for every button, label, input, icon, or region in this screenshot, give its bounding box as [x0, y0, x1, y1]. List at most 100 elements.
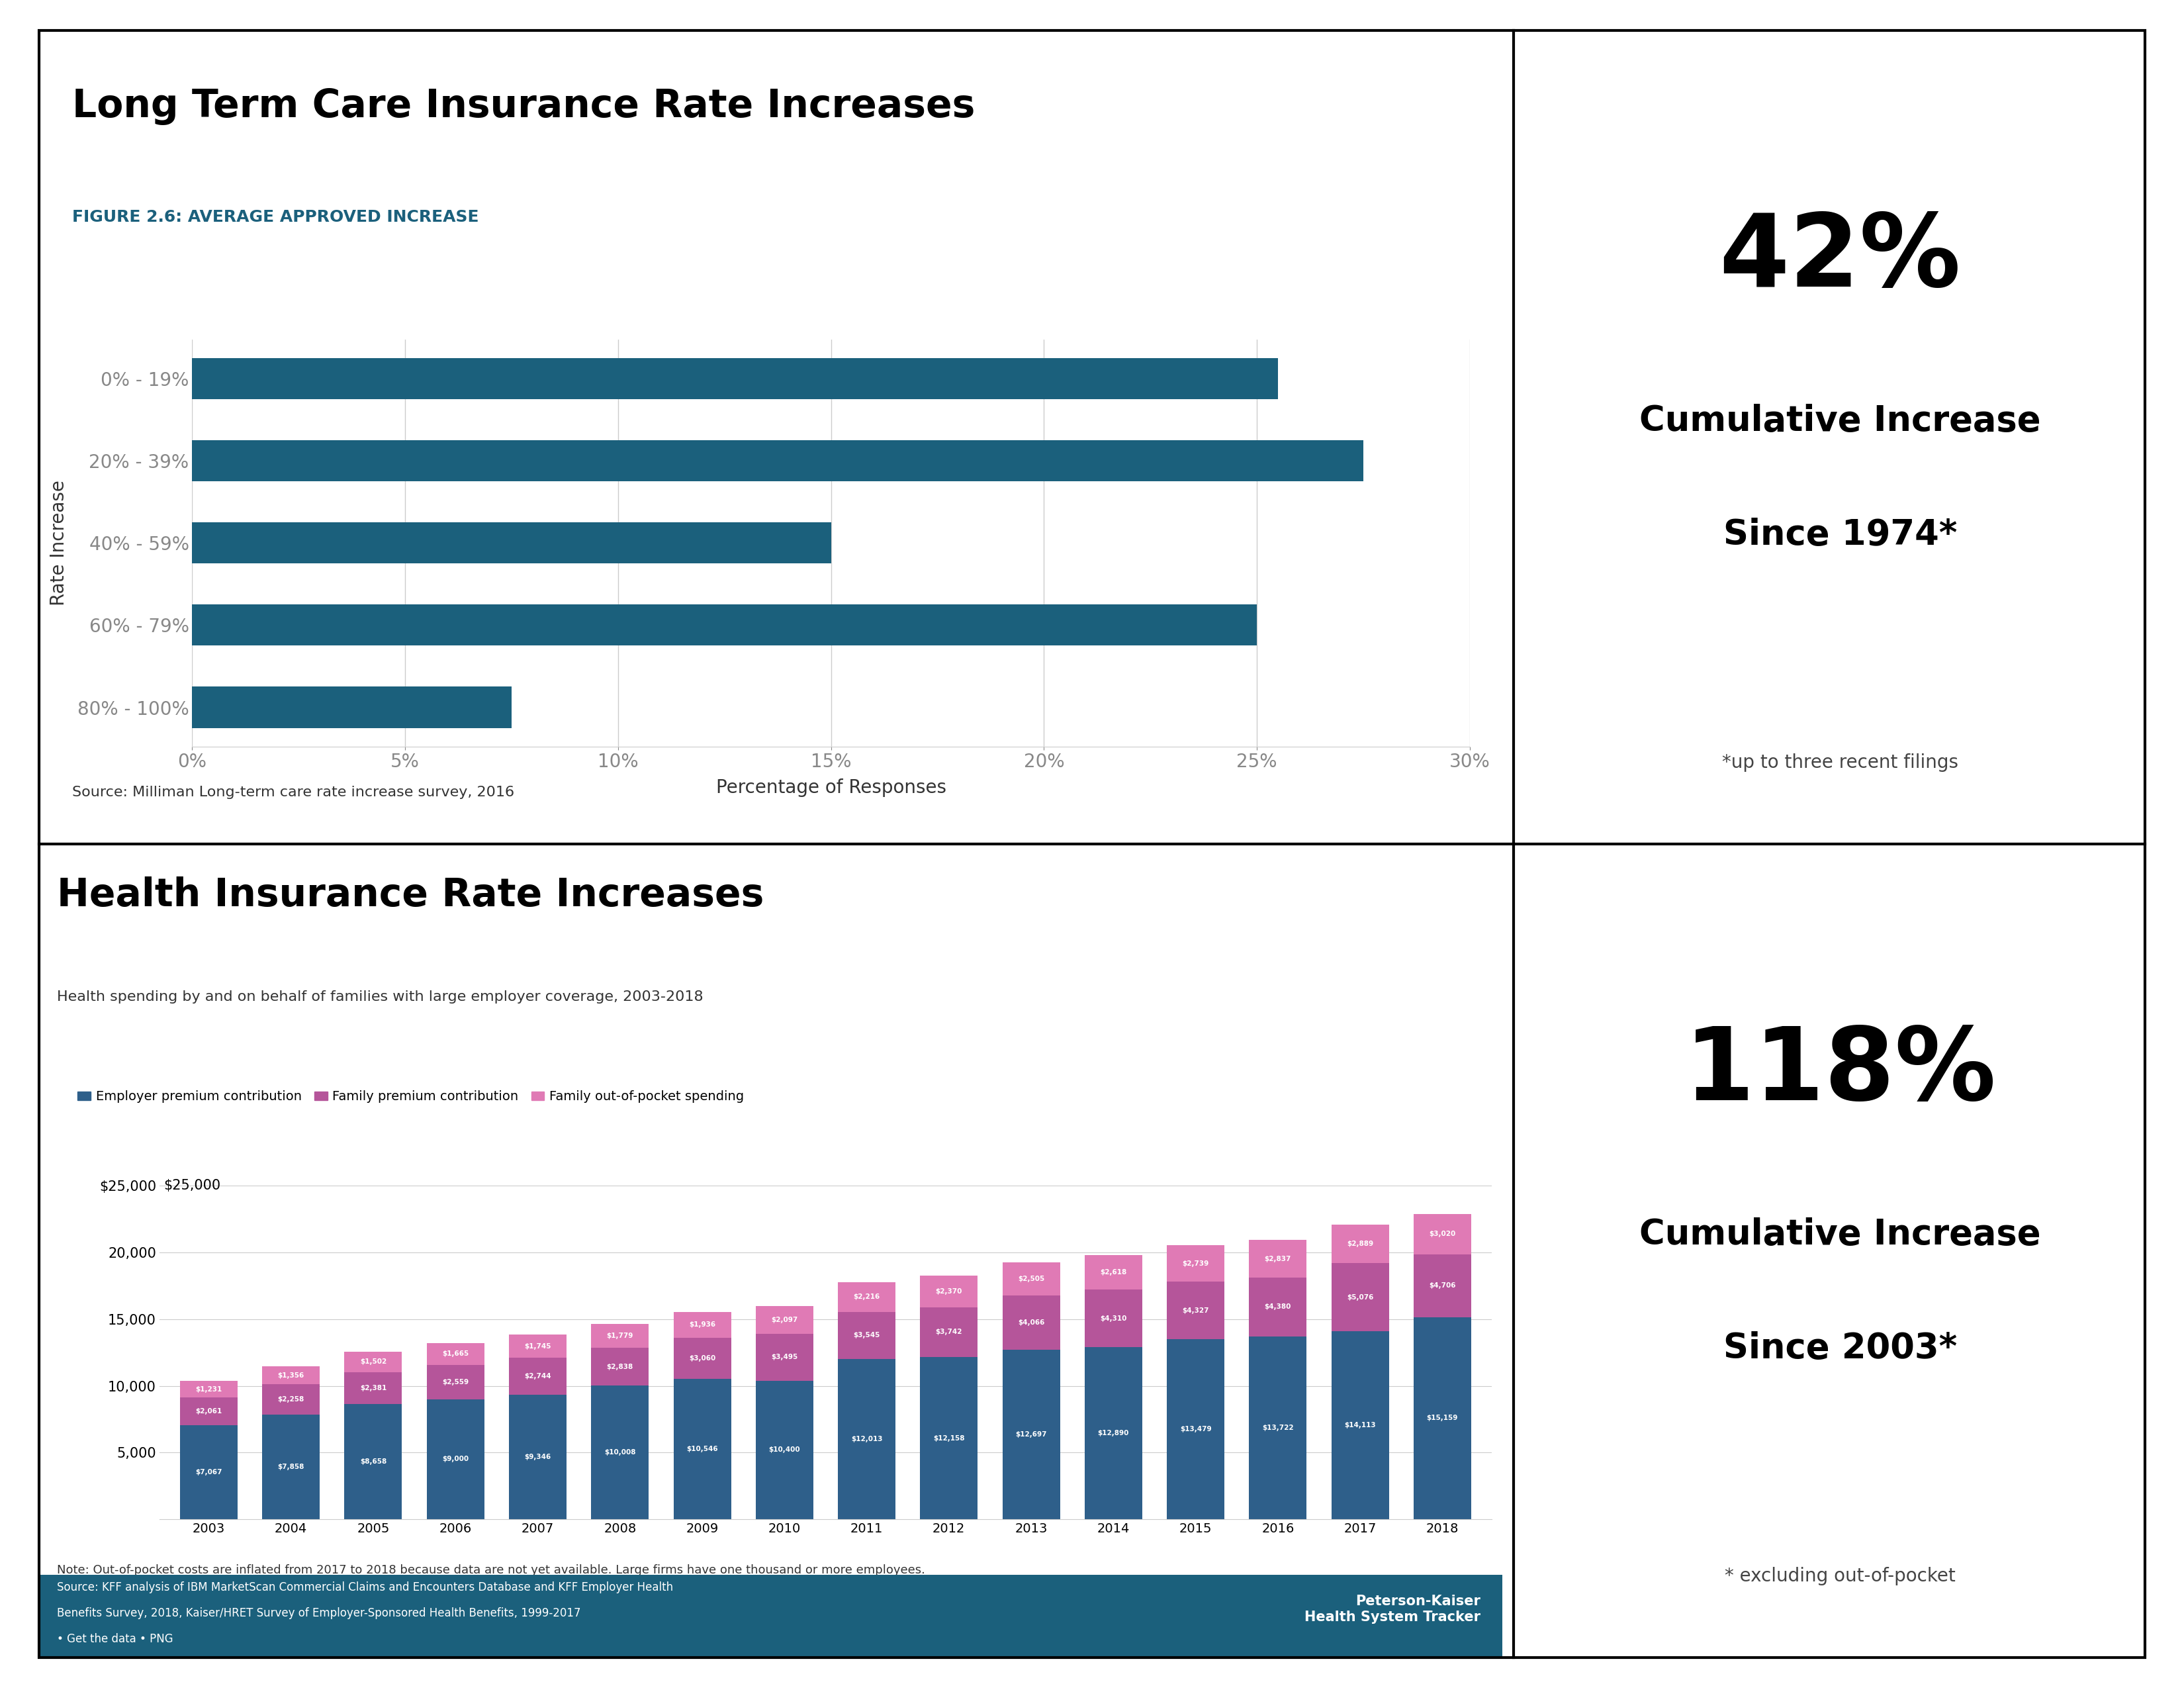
Text: $4,706: $4,706 — [1428, 1283, 1457, 1290]
Y-axis label: Rate Increase: Rate Increase — [50, 479, 68, 606]
Bar — [509, 1357, 566, 1394]
Text: $10,546: $10,546 — [686, 1445, 719, 1452]
Text: $7,858: $7,858 — [277, 1463, 304, 1470]
X-axis label: Percentage of Responses: Percentage of Responses — [716, 778, 946, 797]
Bar — [919, 1357, 978, 1519]
Bar — [1249, 1337, 1306, 1519]
Text: $5,076: $5,076 — [1348, 1293, 1374, 1300]
Text: Peterson-Kaiser
Health System Tracker: Peterson-Kaiser Health System Tracker — [1304, 1595, 1481, 1624]
Text: $12,158: $12,158 — [933, 1435, 965, 1442]
Bar — [919, 1276, 978, 1307]
Text: Cumulative Increase: Cumulative Increase — [1640, 403, 2040, 439]
Bar — [192, 441, 1363, 481]
Bar — [345, 1404, 402, 1519]
Bar — [192, 358, 1278, 398]
Text: Health Insurance Rate Increases: Health Insurance Rate Increases — [57, 876, 764, 915]
Bar — [673, 1379, 732, 1519]
Text: $8,658: $8,658 — [360, 1458, 387, 1465]
Text: $3,545: $3,545 — [854, 1332, 880, 1339]
Text: $12,890: $12,890 — [1099, 1430, 1129, 1436]
Bar — [592, 1386, 649, 1519]
Text: $2,889: $2,889 — [1348, 1241, 1374, 1247]
Text: $4,310: $4,310 — [1101, 1315, 1127, 1322]
Bar — [426, 1366, 485, 1399]
Text: $2,837: $2,837 — [1265, 1256, 1291, 1263]
Bar — [192, 522, 830, 564]
Bar — [592, 1349, 649, 1386]
Text: $12,013: $12,013 — [852, 1436, 882, 1443]
Text: $2,618: $2,618 — [1101, 1269, 1127, 1276]
Text: Source: Milliman Long-term care rate increase survey, 2016: Source: Milliman Long-term care rate inc… — [72, 787, 513, 798]
Bar — [1002, 1350, 1059, 1519]
Bar — [1002, 1296, 1059, 1350]
Bar — [1166, 1281, 1225, 1340]
Text: $2,838: $2,838 — [607, 1364, 633, 1371]
Bar — [192, 604, 1256, 647]
Text: *up to three recent filings: *up to three recent filings — [1721, 753, 1959, 771]
Bar — [1249, 1278, 1306, 1337]
Bar — [192, 687, 511, 728]
Text: $2,258: $2,258 — [277, 1396, 304, 1403]
Text: $1,936: $1,936 — [688, 1322, 716, 1328]
Text: Since 2003*: Since 2003* — [1723, 1332, 1957, 1366]
Text: $9,000: $9,000 — [441, 1457, 470, 1462]
Text: Long Term Care Insurance Rate Increases: Long Term Care Insurance Rate Increases — [72, 88, 974, 125]
Bar — [1166, 1246, 1225, 1281]
Bar — [673, 1339, 732, 1379]
Text: $1,502: $1,502 — [360, 1359, 387, 1366]
Text: $1,665: $1,665 — [441, 1350, 470, 1357]
Text: $3,020: $3,020 — [1428, 1231, 1457, 1237]
Bar — [1249, 1241, 1306, 1278]
Bar — [839, 1312, 895, 1359]
Text: $4,380: $4,380 — [1265, 1303, 1291, 1310]
Bar — [179, 1425, 238, 1519]
Bar — [1166, 1340, 1225, 1519]
Text: $2,381: $2,381 — [360, 1384, 387, 1391]
Bar — [1085, 1254, 1142, 1290]
Legend: Employer premium contribution, Family premium contribution, Family out-of-pocket: Employer premium contribution, Family pr… — [72, 1085, 749, 1109]
Text: $1,231: $1,231 — [194, 1386, 223, 1393]
Bar — [1413, 1254, 1472, 1317]
Bar — [262, 1384, 319, 1415]
Bar — [839, 1359, 895, 1519]
Text: $3,060: $3,060 — [688, 1355, 716, 1362]
Text: $3,742: $3,742 — [935, 1328, 963, 1335]
Bar — [1332, 1330, 1389, 1519]
Text: $25,000: $25,000 — [164, 1180, 221, 1192]
Text: 42%: 42% — [1719, 209, 1961, 307]
Text: Benefits Survey, 2018, Kaiser/HRET Survey of Employer-Sponsored Health Benefits,: Benefits Survey, 2018, Kaiser/HRET Surve… — [57, 1607, 581, 1619]
Bar — [1002, 1263, 1059, 1296]
Bar — [592, 1323, 649, 1349]
Text: $15,159: $15,159 — [1426, 1415, 1459, 1421]
Text: $4,066: $4,066 — [1018, 1320, 1044, 1327]
Text: $13,479: $13,479 — [1179, 1426, 1212, 1433]
Text: $10,400: $10,400 — [769, 1447, 799, 1453]
Bar — [426, 1344, 485, 1366]
Text: FIGURE 2.6: AVERAGE APPROVED INCREASE: FIGURE 2.6: AVERAGE APPROVED INCREASE — [72, 209, 478, 225]
Bar — [262, 1366, 319, 1384]
Text: $2,505: $2,505 — [1018, 1276, 1044, 1283]
Text: $3,495: $3,495 — [771, 1354, 797, 1361]
Bar — [1332, 1225, 1389, 1263]
Text: Source: KFF analysis of IBM MarketScan Commercial Claims and Encounters Database: Source: KFF analysis of IBM MarketScan C… — [57, 1582, 673, 1593]
Text: $1,779: $1,779 — [607, 1334, 633, 1339]
Text: Since 1974*: Since 1974* — [1723, 518, 1957, 552]
Text: $1,745: $1,745 — [524, 1344, 550, 1350]
Text: * excluding out-of-pocket: * excluding out-of-pocket — [1725, 1566, 1955, 1585]
Bar — [1085, 1290, 1142, 1347]
Bar — [1332, 1263, 1389, 1330]
Bar — [756, 1381, 812, 1519]
Text: 118%: 118% — [1684, 1023, 1996, 1121]
Text: Health spending by and on behalf of families with large employer coverage, 2003-: Health spending by and on behalf of fami… — [57, 991, 703, 1004]
Bar — [509, 1394, 566, 1519]
Text: • Get the data • PNG: • Get the data • PNG — [57, 1634, 173, 1646]
Text: $13,722: $13,722 — [1262, 1425, 1293, 1431]
Bar — [673, 1312, 732, 1339]
Text: $12,697: $12,697 — [1016, 1431, 1046, 1438]
Bar — [179, 1381, 238, 1398]
Text: $9,346: $9,346 — [524, 1453, 550, 1460]
Text: $2,370: $2,370 — [935, 1288, 963, 1295]
Text: $10,008: $10,008 — [605, 1450, 636, 1455]
Bar — [919, 1307, 978, 1357]
Bar — [1413, 1214, 1472, 1254]
